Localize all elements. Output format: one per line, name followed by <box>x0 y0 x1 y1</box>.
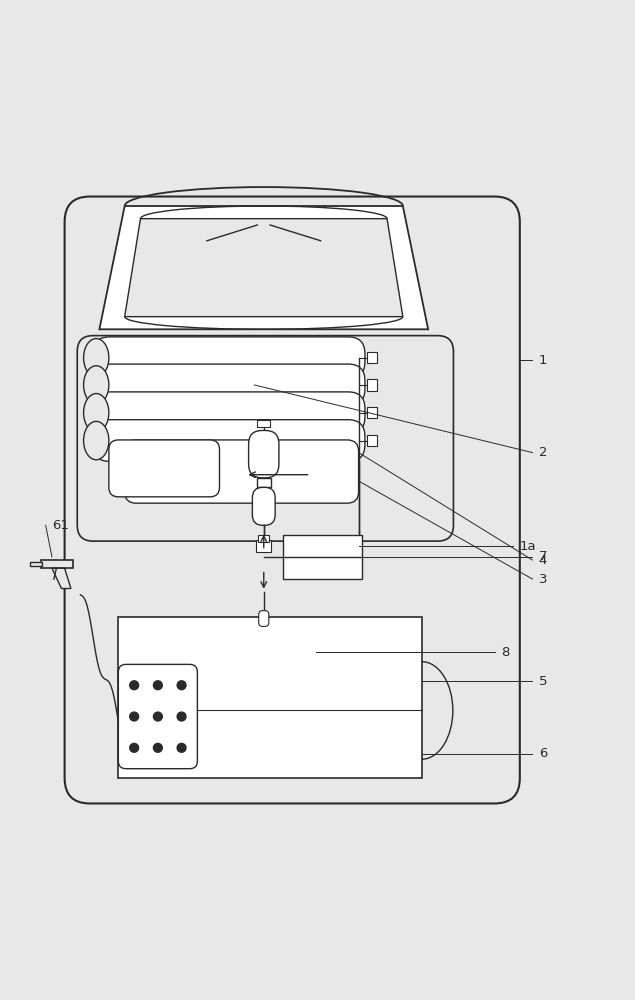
Text: 8: 8 <box>501 646 509 659</box>
Bar <box>118 617 422 778</box>
Circle shape <box>130 743 138 752</box>
FancyBboxPatch shape <box>118 664 197 769</box>
Bar <box>367 379 377 391</box>
Bar <box>256 540 271 552</box>
Bar <box>367 352 377 363</box>
Text: 4: 4 <box>538 554 547 567</box>
FancyBboxPatch shape <box>93 337 365 379</box>
Polygon shape <box>30 562 43 566</box>
FancyBboxPatch shape <box>124 440 359 503</box>
Circle shape <box>177 743 186 752</box>
Bar <box>257 420 270 427</box>
FancyBboxPatch shape <box>93 392 365 434</box>
Text: 6: 6 <box>538 747 547 760</box>
Circle shape <box>130 681 138 690</box>
Ellipse shape <box>84 394 109 432</box>
FancyBboxPatch shape <box>93 420 365 461</box>
Polygon shape <box>52 568 71 589</box>
Bar <box>258 535 269 542</box>
Polygon shape <box>124 219 403 317</box>
Polygon shape <box>100 206 428 329</box>
FancyBboxPatch shape <box>93 364 365 406</box>
Bar <box>367 435 377 446</box>
Ellipse shape <box>84 339 109 377</box>
Text: 1: 1 <box>538 354 547 367</box>
FancyBboxPatch shape <box>65 197 520 803</box>
Bar <box>257 478 271 487</box>
Circle shape <box>177 712 186 721</box>
FancyBboxPatch shape <box>109 440 220 497</box>
Circle shape <box>154 712 163 721</box>
Text: 7: 7 <box>538 550 547 563</box>
Polygon shape <box>41 560 73 568</box>
Circle shape <box>154 743 163 752</box>
FancyBboxPatch shape <box>258 611 269 626</box>
Text: 61: 61 <box>52 519 69 532</box>
FancyBboxPatch shape <box>77 336 453 541</box>
Circle shape <box>177 681 186 690</box>
Circle shape <box>130 712 138 721</box>
Ellipse shape <box>84 421 109 460</box>
Circle shape <box>154 681 163 690</box>
Bar <box>367 407 377 418</box>
Text: 1a: 1a <box>520 540 537 553</box>
Text: 5: 5 <box>538 675 547 688</box>
Text: 2: 2 <box>538 446 547 459</box>
FancyBboxPatch shape <box>248 430 279 478</box>
Ellipse shape <box>84 366 109 404</box>
Text: 3: 3 <box>538 573 547 586</box>
Bar <box>283 535 362 579</box>
FancyBboxPatch shape <box>252 487 275 525</box>
